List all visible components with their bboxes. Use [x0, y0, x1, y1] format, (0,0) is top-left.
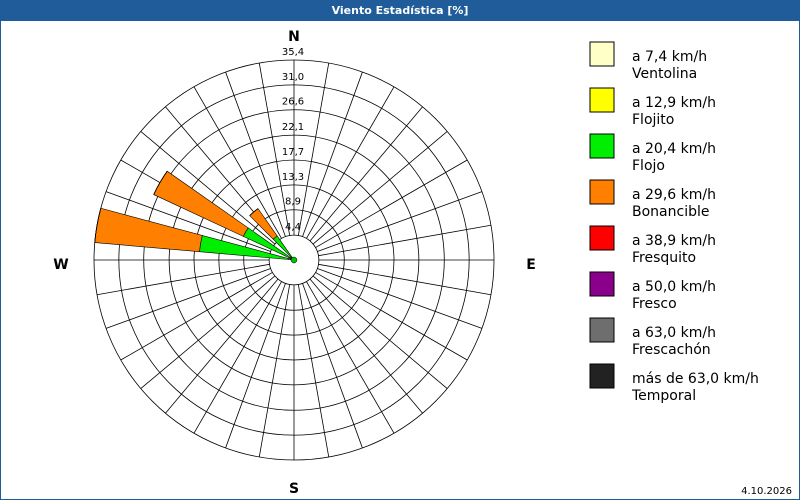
compass-label: W — [53, 257, 68, 273]
ring — [118, 84, 470, 436]
radial-tick-label: 26,6 — [282, 97, 304, 108]
legend-swatch — [589, 133, 615, 159]
spoke — [105, 191, 271, 252]
legend-label: Flojo — [632, 158, 665, 174]
legend-swatch — [589, 317, 615, 343]
spoke — [309, 278, 423, 414]
legend-name: a 63,0 km/h — [632, 325, 716, 341]
title-bar — [0, 0, 800, 20]
spoke — [193, 281, 282, 434]
radial-tick-label: 4,4 — [285, 222, 301, 233]
legend-swatch — [589, 87, 615, 113]
spoke — [315, 159, 468, 248]
ring — [193, 159, 395, 361]
radial-tick-label: 13,3 — [282, 172, 304, 183]
legend-name: a 7,4 km/h — [632, 49, 707, 65]
spoke — [96, 263, 270, 296]
legend-swatch — [589, 363, 615, 389]
spoke — [297, 62, 330, 236]
legend-swatch — [589, 41, 615, 67]
spoke — [105, 268, 271, 329]
spoke — [258, 62, 291, 236]
spoke — [309, 106, 423, 242]
spoke — [318, 224, 492, 257]
spoke — [225, 283, 286, 449]
legend-label: Fresco — [632, 296, 677, 312]
ring — [243, 209, 345, 311]
spoke — [120, 272, 273, 361]
radial-tick-label: 8,9 — [285, 197, 301, 208]
petal-segment — [94, 207, 203, 253]
petal-segment — [153, 171, 168, 195]
compass-label: N — [288, 29, 300, 45]
legend-swatch — [589, 225, 615, 251]
radial-tick-label: 31,0 — [282, 72, 304, 83]
legend-name: a 12,9 km/h — [632, 95, 716, 111]
spoke — [297, 284, 330, 458]
ring — [168, 134, 420, 386]
compass-label: E — [526, 257, 536, 273]
ring — [268, 234, 320, 286]
spoke — [258, 284, 291, 458]
spoke — [315, 272, 468, 361]
legend-label: Flojito — [632, 112, 674, 128]
legend-label: Ventolina — [632, 66, 697, 82]
radial-tick-label: 22,1 — [282, 122, 304, 133]
spoke — [306, 86, 395, 239]
compass-label: S — [289, 481, 299, 497]
legend-swatch — [589, 271, 615, 297]
spoke — [302, 283, 363, 449]
spoke — [312, 131, 448, 245]
center-dot — [290, 256, 298, 264]
legend-label: Bonancible — [632, 204, 709, 220]
legend-name: más de 63,0 km/h — [632, 371, 759, 387]
ring — [218, 184, 370, 336]
radial-tick-label: 35,4 — [282, 47, 304, 58]
legend-label: Fresquito — [632, 250, 696, 266]
legend-name: a 50,0 km/h — [632, 279, 716, 295]
footer-date: 4.10.2026 — [741, 486, 792, 497]
spoke — [165, 278, 279, 414]
spoke — [193, 86, 282, 239]
spoke — [225, 71, 286, 237]
legend-name: a 38,9 km/h — [632, 233, 716, 249]
ring — [143, 109, 445, 411]
spoke — [140, 131, 276, 245]
legend-label: Temporal — [631, 388, 696, 404]
legend-name: a 20,4 km/h — [632, 141, 716, 157]
spoke — [312, 275, 448, 389]
spoke — [318, 263, 492, 296]
chart-title: Viento Estadística [%] — [332, 4, 469, 17]
legend-label: Frescachón — [632, 342, 711, 358]
legend-name: a 29,6 km/h — [632, 187, 716, 203]
spoke — [306, 281, 395, 434]
spoke — [317, 268, 483, 329]
ring — [93, 59, 495, 461]
spoke — [302, 71, 363, 237]
legend-swatch — [589, 179, 615, 205]
spoke — [140, 275, 276, 389]
radial-tick-label: 17,7 — [282, 147, 304, 158]
spoke — [317, 191, 483, 252]
